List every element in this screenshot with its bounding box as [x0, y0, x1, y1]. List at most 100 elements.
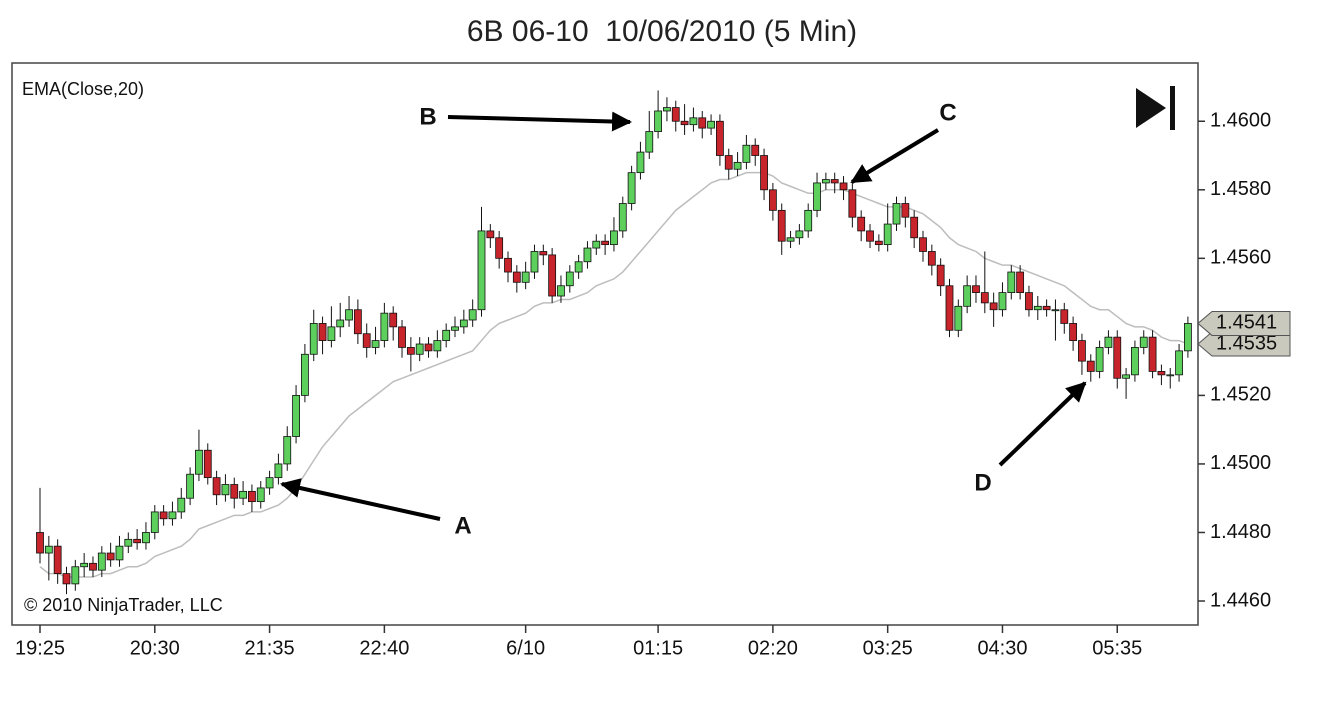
candle-body [768, 189, 777, 211]
candle-body [495, 237, 504, 259]
candle-body [1104, 336, 1113, 348]
candle-body [327, 326, 336, 341]
y-tick-label: 1.4520 [1210, 384, 1271, 406]
candle-body [124, 538, 133, 547]
candle-body [724, 155, 733, 170]
y-tick-label: 1.4560 [1210, 247, 1271, 269]
candle-body [733, 161, 742, 170]
x-tick-label: 22:40 [359, 637, 409, 659]
candle-body [636, 151, 645, 174]
candle-body [530, 251, 539, 273]
candle-body [707, 120, 715, 129]
candle-body [1025, 292, 1033, 311]
annotation-arrow [280, 478, 441, 521]
candle-body [80, 562, 89, 568]
y-tick-label: 1.4480 [1210, 521, 1271, 543]
candle-body [1007, 271, 1016, 293]
candle-body [1078, 340, 1086, 362]
candle-body [442, 329, 451, 341]
play-triangle[interactable] [1136, 88, 1166, 128]
candle-body [477, 230, 486, 311]
x-tick-label: 20:30 [130, 637, 180, 659]
candle-body [1060, 309, 1069, 324]
candle-body [804, 209, 813, 232]
candle-body [1042, 305, 1051, 311]
candle-body [415, 343, 424, 355]
candle-body [830, 179, 839, 184]
candle-body [362, 333, 371, 348]
candle-body [866, 230, 874, 242]
candle-body [203, 449, 212, 479]
candle-body [371, 340, 380, 348]
candle-body [980, 292, 989, 304]
x-tick-label: 03:25 [863, 637, 913, 659]
candle-body [1095, 347, 1104, 372]
annotation-label: A [454, 512, 471, 539]
candle-body [936, 264, 945, 287]
candle-body [159, 511, 168, 520]
candle-body [53, 545, 62, 574]
candle-body [1139, 336, 1148, 348]
candle-body [1051, 309, 1060, 312]
candle-body [265, 477, 274, 489]
candle-body [742, 144, 751, 163]
candle-body [44, 545, 53, 554]
candle-body [1175, 350, 1183, 376]
candle-body [989, 302, 998, 311]
candle-body [398, 326, 406, 348]
candle-body [345, 309, 353, 321]
close-last-tag [1197, 310, 1291, 336]
candle-body [256, 487, 265, 503]
candle-body [901, 203, 910, 218]
candle-body [892, 203, 901, 225]
candle-body [283, 436, 292, 465]
annotation-label: C [939, 99, 956, 126]
candle-body [795, 230, 804, 239]
candle-body [459, 319, 468, 328]
candle-body [839, 182, 848, 191]
candle-body [142, 532, 150, 544]
x-tick-label: 01:15 [633, 637, 683, 659]
go-to-end-icon[interactable] [1136, 86, 1175, 130]
candle-body [1131, 347, 1139, 376]
candle-body [857, 216, 866, 232]
x-tick-label: 04:30 [977, 637, 1027, 659]
candle-body [1086, 360, 1095, 372]
candle-body [512, 271, 521, 283]
candle-body [813, 182, 821, 211]
x-tick-label: 21:35 [245, 637, 295, 659]
candle-body [221, 484, 230, 496]
candle-body [927, 251, 936, 266]
candle-body [115, 545, 124, 561]
candle-body [883, 223, 892, 246]
candle-body [292, 395, 300, 437]
candle-body [150, 511, 159, 533]
candle-body [274, 463, 283, 479]
candle-body [1033, 305, 1042, 311]
candle-body [539, 251, 548, 256]
candle-body [106, 552, 115, 561]
candle-body [601, 240, 610, 246]
candle-body [380, 312, 389, 341]
candle-body [89, 562, 97, 571]
candle-body [177, 497, 186, 513]
candle-body [848, 189, 857, 218]
chart-title: 6B 06-10 10/06/2010 (5 Min) [467, 15, 857, 48]
marks: 1.4460 1.4480 1.4500 1.4520 1.4560 1.4580 1.46… [15, 90, 1271, 659]
candle-body [133, 538, 142, 544]
candle-body [557, 285, 565, 297]
candle-body [248, 490, 256, 503]
candle-body [1122, 374, 1130, 379]
candle-body [565, 271, 574, 287]
candle-body [1184, 323, 1192, 352]
candle-body [309, 323, 318, 355]
ema-last-tag-label: 1.4535 [1216, 332, 1277, 354]
candle-body [972, 285, 980, 293]
candle-body [406, 347, 415, 355]
candle-body [521, 271, 530, 283]
end-bar[interactable] [1170, 86, 1175, 130]
candle-body [451, 326, 459, 331]
indicator-label: EMA(Close,20) [22, 79, 144, 99]
candle-body [954, 305, 963, 331]
